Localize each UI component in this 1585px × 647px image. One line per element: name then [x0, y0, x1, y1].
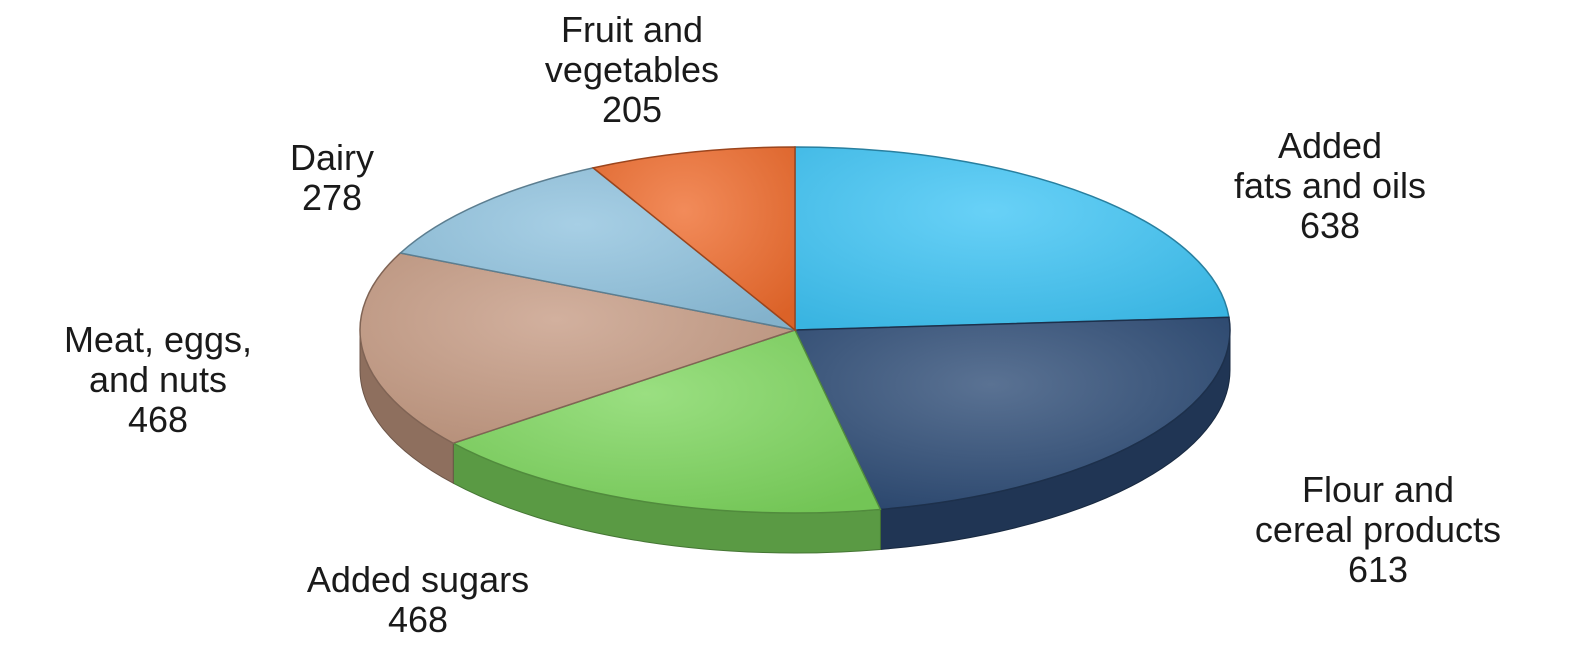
slice-category-label: cereal products [1255, 509, 1501, 550]
slice-label-dairy: Dairy 278 [290, 137, 374, 218]
slice-category-label: Dairy [290, 137, 374, 178]
slice-label-added-fats-and-oils: Added fats and oils 638 [1234, 125, 1426, 246]
pie-slice-dairy [398, 167, 796, 331]
pie-slices [359, 146, 1231, 514]
slice-category-label: Meat, eggs, [64, 319, 252, 360]
slice-category-label: Fruit and [561, 9, 703, 50]
pie-slice-meat-eggs-and-nuts [359, 252, 798, 445]
slice-value-label: 278 [302, 177, 362, 218]
slice-category-label: and nuts [89, 359, 227, 400]
pie-slice-added-sugars [451, 329, 882, 514]
slice-value-label: 638 [1300, 205, 1360, 246]
slice-category-label: Added sugars [307, 559, 529, 600]
slice-category-label: fats and oils [1234, 165, 1426, 206]
slice-label-added-sugars: Added sugars 468 [307, 559, 529, 640]
slice-value-label: 613 [1348, 549, 1408, 590]
slice-label-fruit-and-vegetables: Fruit and vegetables 205 [545, 9, 719, 130]
slice-category-label: Flour and [1302, 469, 1454, 510]
slice-value-label: 468 [128, 399, 188, 440]
slice-label-meat-eggs-and-nuts: Meat, eggs, and nuts 468 [64, 319, 252, 440]
pie-labels: Added fats and oils 638 Flour and cereal pro… [64, 9, 1501, 640]
pie-slice-flour-and-cereal-products [793, 316, 1231, 511]
slice-value-label: 205 [602, 89, 662, 130]
pie-slice-fruit-and-vegetables [591, 146, 796, 332]
slice-label-flour-and-cereal-products: Flour and cereal products 613 [1255, 469, 1501, 590]
pie-slice-added-fats-and-oils [794, 146, 1230, 331]
slice-category-label: vegetables [545, 49, 719, 90]
slice-value-label: 468 [388, 599, 448, 640]
slice-category-label: Added [1278, 125, 1382, 166]
